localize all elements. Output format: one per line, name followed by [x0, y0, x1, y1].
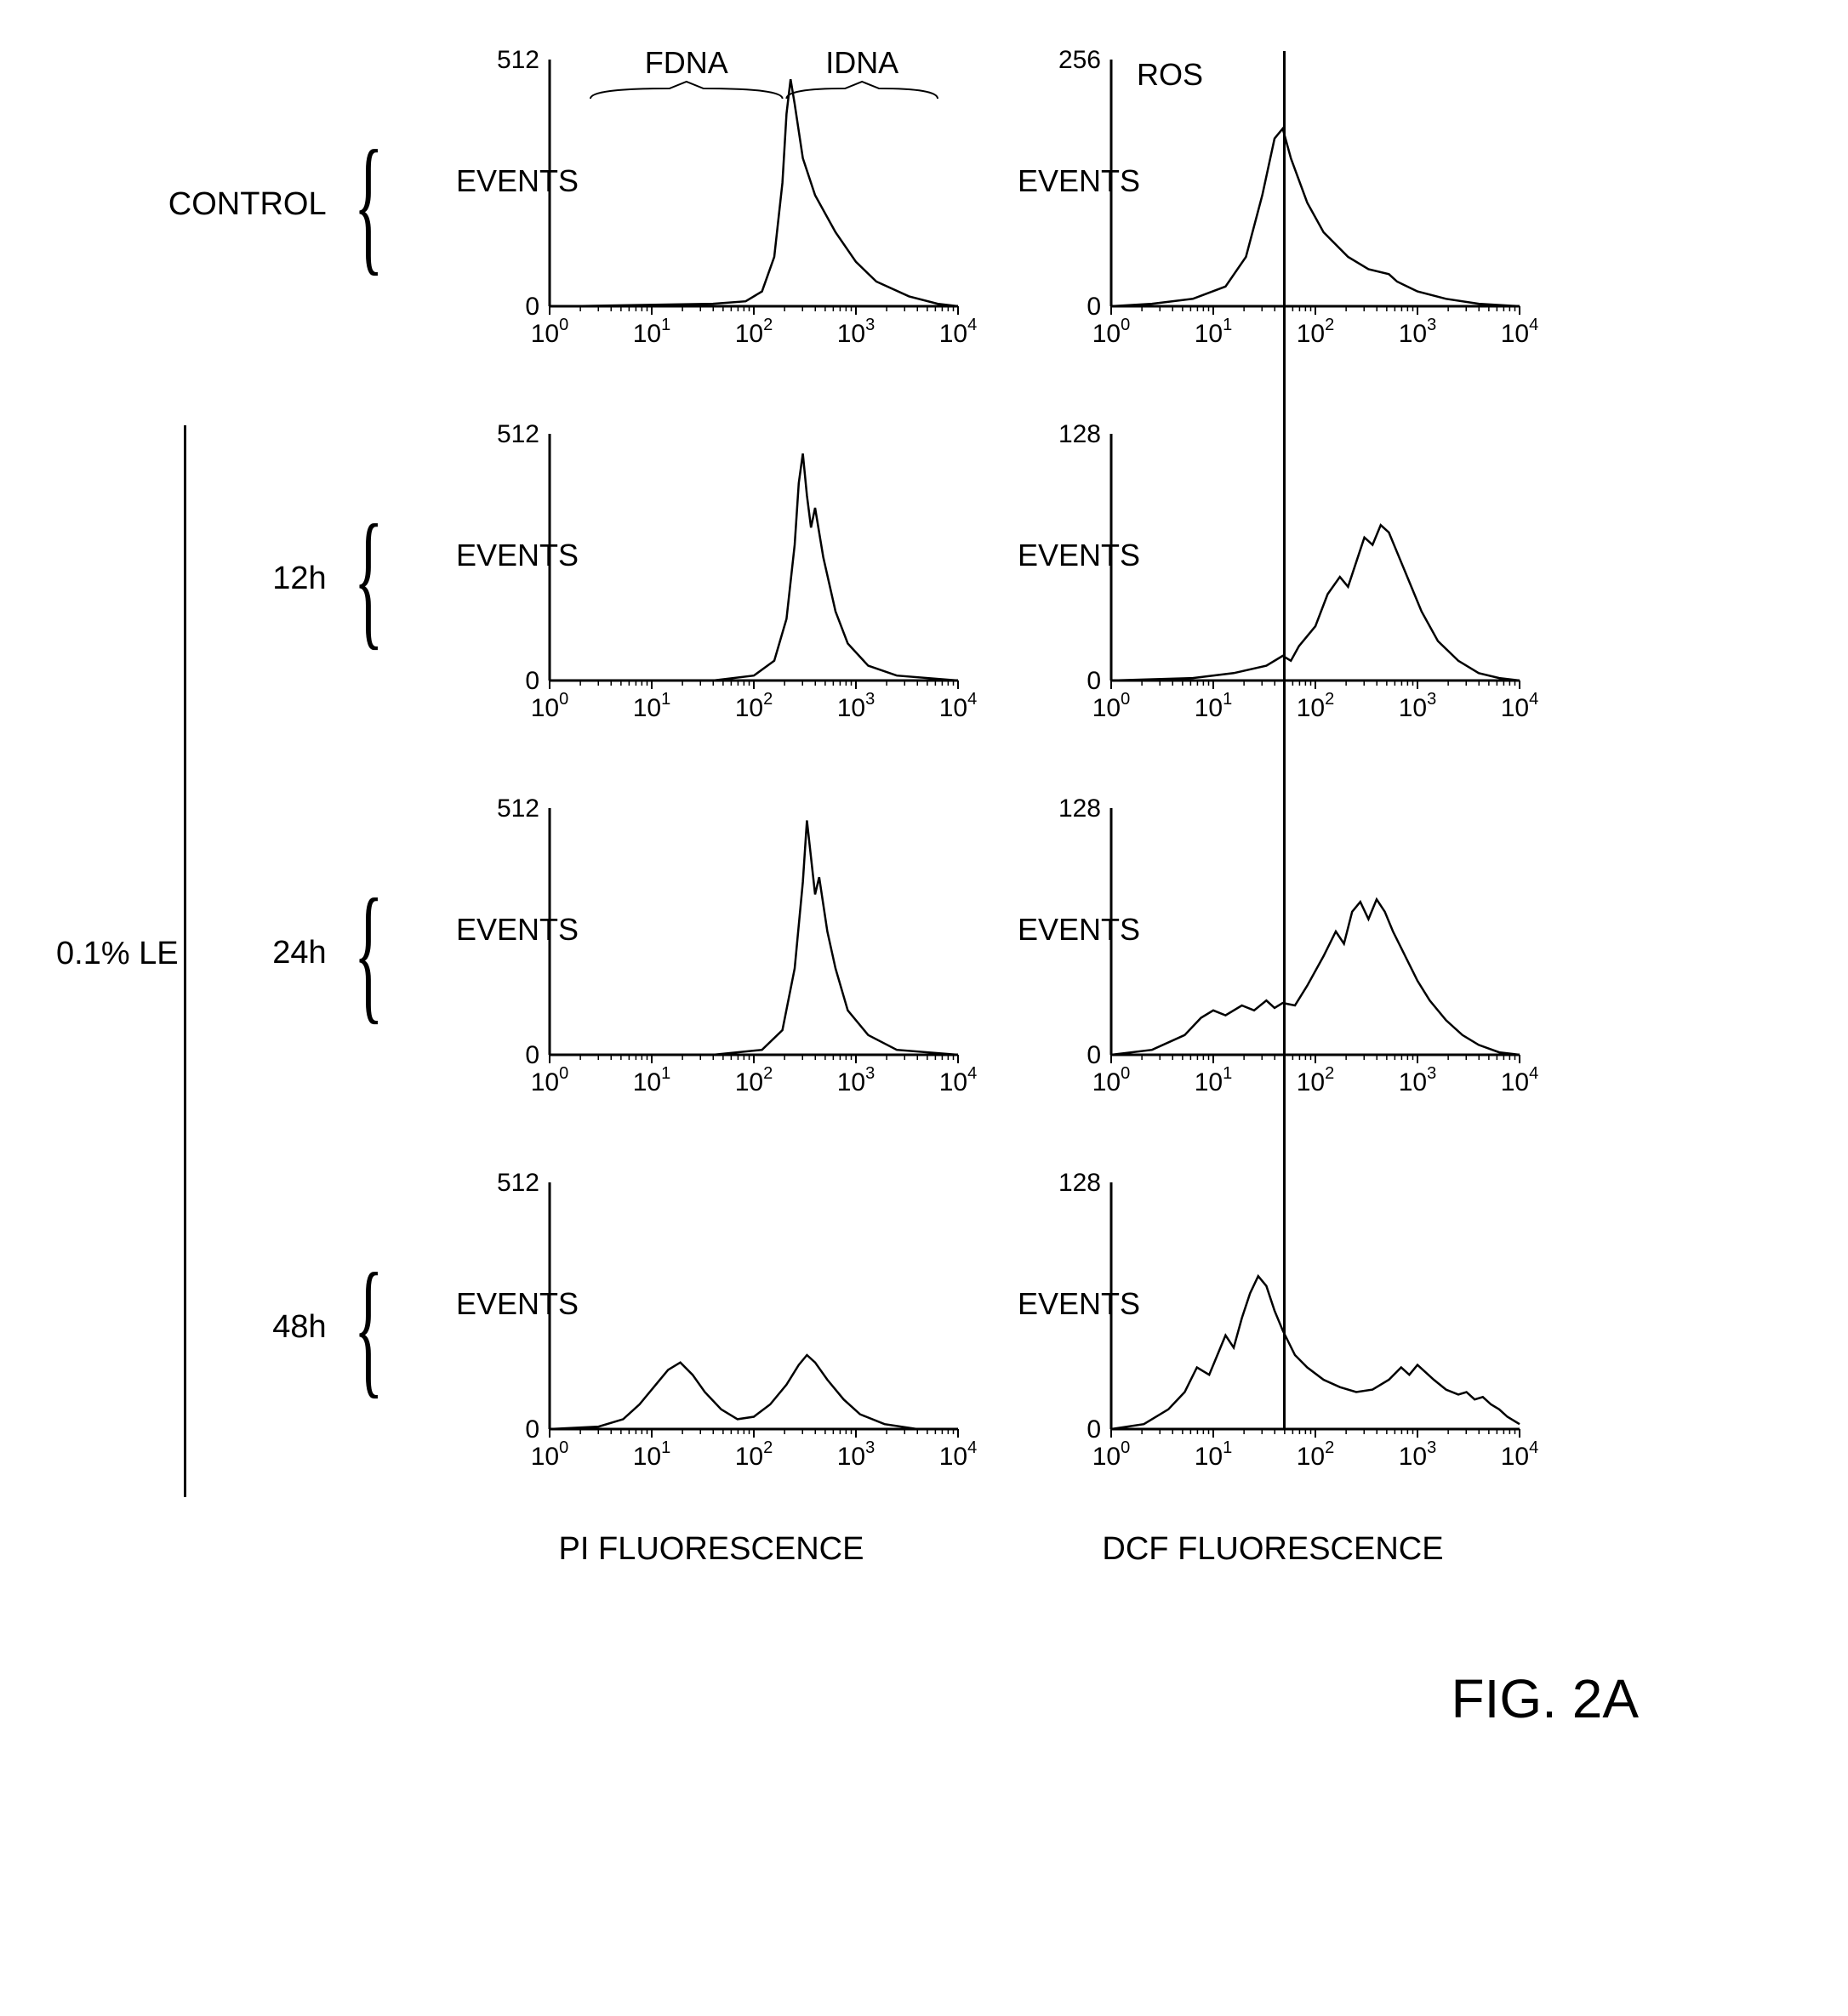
row-label-48h: 48h { — [175, 1157, 414, 1497]
svg-text:512: 512 — [497, 46, 539, 74]
svg-text:100: 100 — [531, 1438, 569, 1471]
svg-text:100: 100 — [1092, 1064, 1131, 1096]
row-label-control: CONTROL { — [175, 34, 414, 374]
svg-text:100: 100 — [1092, 690, 1131, 722]
treatment-group-label: 0.1% LE — [56, 936, 179, 972]
svg-text:EVENTS: EVENTS — [1018, 912, 1140, 947]
row-label-12h: 12h { — [175, 408, 414, 749]
row-label-text: 12h — [272, 561, 326, 597]
svg-text:128: 128 — [1058, 794, 1101, 823]
svg-text:102: 102 — [735, 690, 773, 722]
svg-text:0: 0 — [525, 293, 539, 321]
row-label-text: CONTROL — [168, 186, 327, 223]
row-label-text: 24h — [272, 935, 326, 971]
histogram-panel-24h-pi: 512 0 EVENTS 100 101 102 103 104 — [448, 783, 975, 1123]
svg-text:100: 100 — [531, 1064, 569, 1096]
figure-caption: FIG. 2A — [175, 1667, 1673, 1730]
svg-text:104: 104 — [1501, 1064, 1539, 1096]
svg-text:100: 100 — [1092, 316, 1131, 348]
svg-text:101: 101 — [633, 690, 671, 722]
svg-text:0: 0 — [1087, 667, 1101, 695]
svg-text:102: 102 — [1297, 1064, 1335, 1096]
svg-text:103: 103 — [1399, 690, 1437, 722]
svg-text:128: 128 — [1058, 1169, 1101, 1197]
svg-text:128: 128 — [1058, 420, 1101, 448]
brace-icon: { — [354, 166, 384, 242]
histogram-panel-48h-dcf: 128 0 EVENTS 100 101 102 103 104 — [1009, 1157, 1537, 1497]
svg-text:103: 103 — [1399, 1438, 1437, 1471]
svg-text:101: 101 — [1195, 690, 1233, 722]
svg-text:100: 100 — [531, 690, 569, 722]
svg-text:EVENTS: EVENTS — [456, 538, 579, 572]
histogram-panel-12h-pi: 512 0 EVENTS 100 101 102 103 104 — [448, 408, 975, 749]
svg-text:101: 101 — [633, 1438, 671, 1471]
histogram-panel-24h-dcf: 128 0 EVENTS 100 101 102 103 104 — [1009, 783, 1537, 1123]
svg-text:102: 102 — [735, 1438, 773, 1471]
svg-text:EVENTS: EVENTS — [1018, 163, 1140, 198]
histogram-panel-control-dcf: 256 0 EVENTS 100 101 102 103 104 ROS — [1009, 34, 1537, 374]
svg-text:103: 103 — [837, 690, 876, 722]
svg-text:0: 0 — [525, 1415, 539, 1444]
brace-icon: { — [354, 1289, 384, 1365]
svg-text:104: 104 — [939, 1064, 978, 1096]
svg-text:101: 101 — [633, 1064, 671, 1096]
svg-text:100: 100 — [531, 316, 569, 348]
svg-text:512: 512 — [497, 420, 539, 448]
svg-text:103: 103 — [1399, 1064, 1437, 1096]
svg-text:101: 101 — [1195, 316, 1233, 348]
svg-text:100: 100 — [1092, 1438, 1131, 1471]
svg-text:101: 101 — [633, 316, 671, 348]
svg-text:0: 0 — [525, 667, 539, 695]
svg-text:104: 104 — [939, 1438, 978, 1471]
svg-text:101: 101 — [1195, 1438, 1233, 1471]
svg-text:103: 103 — [837, 316, 876, 348]
svg-text:102: 102 — [1297, 1438, 1335, 1471]
svg-text:104: 104 — [939, 316, 978, 348]
brace-icon: { — [354, 540, 384, 617]
svg-text:0: 0 — [1087, 293, 1101, 321]
row-label-24h: 24h { — [175, 783, 414, 1123]
histogram-panel-control-pi: 512 0 EVENTS 100 101 102 103 104 FDNA IDNA — [448, 34, 975, 374]
brace-icon: { — [354, 914, 384, 991]
svg-text:EVENTS: EVENTS — [1018, 1286, 1140, 1321]
svg-text:104: 104 — [1501, 1438, 1539, 1471]
svg-text:101: 101 — [1195, 1064, 1233, 1096]
svg-text:102: 102 — [735, 1064, 773, 1096]
svg-text:0: 0 — [1087, 1041, 1101, 1069]
svg-text:EVENTS: EVENTS — [456, 912, 579, 947]
svg-text:103: 103 — [837, 1438, 876, 1471]
svg-text:ROS: ROS — [1137, 57, 1203, 92]
svg-text:EVENTS: EVENTS — [456, 163, 579, 198]
svg-text:256: 256 — [1058, 46, 1101, 74]
svg-text:102: 102 — [1297, 690, 1335, 722]
svg-text:EVENTS: EVENTS — [456, 1286, 579, 1321]
svg-text:103: 103 — [837, 1064, 876, 1096]
svg-text:102: 102 — [735, 316, 773, 348]
svg-text:EVENTS: EVENTS — [1018, 538, 1140, 572]
svg-text:FDNA: FDNA — [645, 45, 728, 80]
svg-text:0: 0 — [525, 1041, 539, 1069]
svg-text:103: 103 — [1399, 316, 1437, 348]
row-label-text: 48h — [272, 1309, 326, 1346]
svg-text:104: 104 — [1501, 316, 1539, 348]
svg-text:104: 104 — [1501, 690, 1539, 722]
x-axis-label-dcf: DCF FLUORESCENCE — [1009, 1531, 1537, 1599]
svg-text:0: 0 — [1087, 1415, 1101, 1444]
svg-text:102: 102 — [1297, 316, 1335, 348]
svg-text:512: 512 — [497, 794, 539, 823]
figure-container: 0.1% LE CONTROL { 5120EVENTS100 101 102 … — [175, 34, 1673, 1730]
svg-text:104: 104 — [939, 690, 978, 722]
x-axis-label-pi: PI FLUORESCENCE — [448, 1531, 975, 1599]
histogram-panel-12h-dcf: 128 0 EVENTS 100 101 102 103 104 — [1009, 408, 1537, 749]
svg-text:512: 512 — [497, 1169, 539, 1197]
svg-text:IDNA: IDNA — [825, 45, 898, 80]
histogram-panel-48h-pi: 512 0 EVENTS 100 101 102 103 104 — [448, 1157, 975, 1497]
